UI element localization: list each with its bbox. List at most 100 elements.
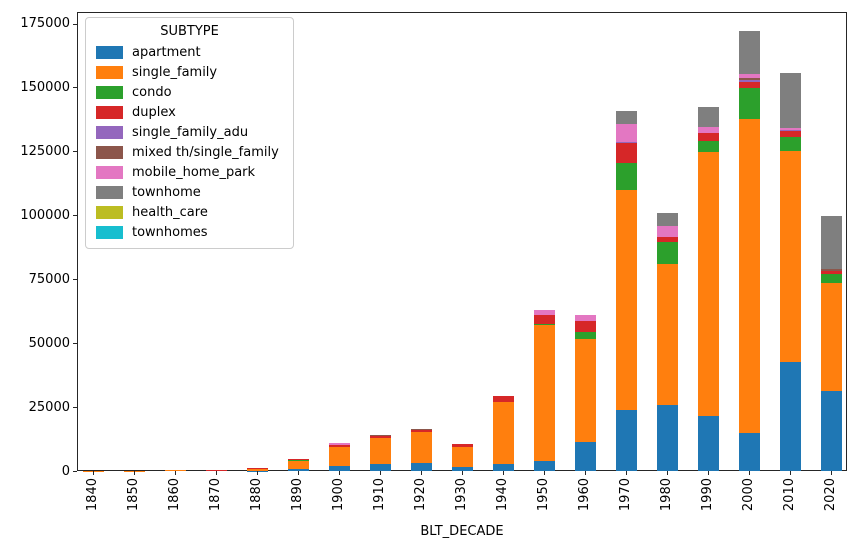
bar-segment-duplex-2000 bbox=[738, 81, 760, 89]
x-tick-label-1960: 1960 bbox=[577, 478, 592, 512]
bar-segment-duplex-1910 bbox=[369, 435, 391, 438]
bar-segment-mobile_home_park-1990 bbox=[697, 127, 719, 134]
x-tick-label-1870: 1870 bbox=[208, 478, 223, 512]
bar-segment-apartment-1890 bbox=[287, 469, 309, 471]
x-tick-mark-2020 bbox=[831, 471, 832, 475]
bar-segment-mixed_th_single_family-1920 bbox=[410, 428, 432, 430]
bar-segment-condo-1980 bbox=[656, 241, 678, 264]
x-tick-label-1860: 1860 bbox=[167, 478, 182, 512]
y-tick-label-75000: 75000 bbox=[28, 271, 70, 287]
bar-segment-condo-1960 bbox=[574, 331, 596, 340]
bar-segment-duplex-1990 bbox=[697, 133, 719, 141]
bar-segment-townhome-2020 bbox=[820, 216, 842, 269]
x-tick-label-1940: 1940 bbox=[495, 478, 510, 512]
bar-segment-mobile_home_park-2000 bbox=[738, 74, 760, 79]
x-tick-mark-1980 bbox=[667, 471, 668, 475]
legend-swatch-icon bbox=[96, 85, 123, 99]
x-tick-mark-2010 bbox=[790, 471, 791, 475]
legend-item-mixed_th_single_family: mixed th/single_family bbox=[94, 142, 285, 162]
bar-segment-single_family-1870 bbox=[205, 469, 227, 471]
bar-segment-duplex-1900 bbox=[328, 444, 350, 447]
x-tick-mark-1910 bbox=[380, 471, 381, 475]
bar-segment-apartment-1880 bbox=[246, 470, 268, 472]
x-tick-label-1840: 1840 bbox=[85, 478, 100, 512]
bar-segment-duplex-1880 bbox=[246, 467, 268, 469]
bar-segment-single_family-2010 bbox=[779, 150, 801, 363]
legend-swatch-icon bbox=[96, 145, 123, 159]
y-tick-label-125000: 125000 bbox=[20, 143, 70, 159]
legend-item-single_family: single_family bbox=[94, 62, 285, 82]
legend-item-single_family_adu: single_family_adu bbox=[94, 122, 285, 142]
bar-segment-duplex-1970 bbox=[615, 143, 637, 164]
x-tick-mark-1850 bbox=[134, 471, 135, 475]
legend-item-condo: condo bbox=[94, 82, 285, 102]
legend-swatch-icon bbox=[96, 205, 123, 219]
x-tick-label-1930: 1930 bbox=[454, 478, 469, 512]
bar-segment-apartment-2010 bbox=[779, 362, 801, 471]
x-tick-mark-1990 bbox=[708, 471, 709, 475]
legend-item-label: apartment bbox=[132, 44, 201, 60]
legend-item-townhome: townhome bbox=[94, 182, 285, 202]
legend-swatch-icon bbox=[96, 65, 123, 79]
bar-segment-townhome-1990 bbox=[697, 107, 719, 128]
legend-item-label: condo bbox=[132, 84, 172, 100]
x-tick-label-1980: 1980 bbox=[659, 478, 674, 512]
bar-segment-condo-2000 bbox=[738, 88, 760, 119]
bar-segment-single_family-1880 bbox=[246, 467, 268, 471]
bar-segment-single_family-1970 bbox=[615, 189, 637, 410]
y-tick-mark-175000 bbox=[73, 23, 77, 25]
bar-segment-single_family-1840 bbox=[82, 470, 104, 472]
bar-segment-single_family-1850 bbox=[123, 470, 145, 472]
x-tick-label-1950: 1950 bbox=[536, 478, 551, 512]
legend-item-mobile_home_park: mobile_home_park bbox=[94, 162, 285, 182]
bar-segment-single_family-1940 bbox=[492, 401, 514, 465]
x-tick-label-1990: 1990 bbox=[700, 478, 715, 512]
bar-segment-mobile_home_park-1900 bbox=[328, 443, 350, 445]
bar-segment-townhome-1980 bbox=[656, 213, 678, 226]
legend-item-label: mixed th/single_family bbox=[132, 144, 279, 160]
x-tick-label-1920: 1920 bbox=[413, 478, 428, 512]
bar-segment-single_family-1960 bbox=[574, 339, 596, 442]
bar-segment-apartment-1910 bbox=[369, 464, 391, 471]
bar-segment-duplex-1960 bbox=[574, 320, 596, 332]
bar-segment-mobile_home_park-2010 bbox=[779, 128, 801, 131]
y-tick-label-50000: 50000 bbox=[28, 335, 70, 351]
bar-segment-single_family-1930 bbox=[451, 446, 473, 467]
bar-segment-apartment-2020 bbox=[820, 390, 842, 471]
bar-segment-apartment-1930 bbox=[451, 466, 473, 471]
bar-segment-townhome-2010 bbox=[779, 72, 801, 129]
y-tick-label-150000: 150000 bbox=[20, 79, 70, 95]
bar-segment-duplex-1930 bbox=[451, 444, 473, 447]
x-axis-title: BLT_DECADE bbox=[420, 524, 504, 539]
y-tick-label-100000: 100000 bbox=[20, 207, 70, 223]
bar-segment-condo-1950 bbox=[533, 323, 555, 325]
legend-item-label: townhomes bbox=[132, 224, 208, 240]
x-tick-label-1900: 1900 bbox=[331, 478, 346, 512]
legend-item-label: townhome bbox=[132, 184, 201, 200]
bar-segment-single_family_adu-2010 bbox=[779, 130, 801, 132]
x-tick-mark-1950 bbox=[544, 471, 545, 475]
y-tick-label-175000: 175000 bbox=[20, 16, 70, 31]
bar-segment-mobile_home_park-1950 bbox=[533, 310, 555, 316]
bar-segment-mixed_th_single_family-1910 bbox=[369, 434, 391, 436]
legend-title: SUBTYPE bbox=[160, 24, 219, 39]
x-tick-mark-1940 bbox=[503, 471, 504, 475]
bar-segment-mobile_home_park-1960 bbox=[574, 315, 596, 321]
bar-segment-single_family-1990 bbox=[697, 152, 719, 416]
bar-segment-apartment-1990 bbox=[697, 415, 719, 471]
bar-segment-single_family_adu-1970 bbox=[615, 141, 637, 144]
y-tick-label-0: 0 bbox=[61, 463, 70, 479]
bar-segment-apartment-1960 bbox=[574, 441, 596, 471]
legend-item-duplex: duplex bbox=[94, 102, 285, 122]
bar-segment-single_family-1980 bbox=[656, 263, 678, 405]
legend-item-label: single_family bbox=[132, 64, 218, 80]
bar-segment-condo-1970 bbox=[615, 163, 637, 190]
legend-item-townhomes: townhomes bbox=[94, 222, 285, 242]
x-tick-label-1850: 1850 bbox=[126, 478, 141, 512]
bar-segment-mobile_home_park-1970 bbox=[615, 124, 637, 142]
bar-segment-single_family-2000 bbox=[738, 118, 760, 434]
x-tick-mark-1870 bbox=[216, 471, 217, 475]
